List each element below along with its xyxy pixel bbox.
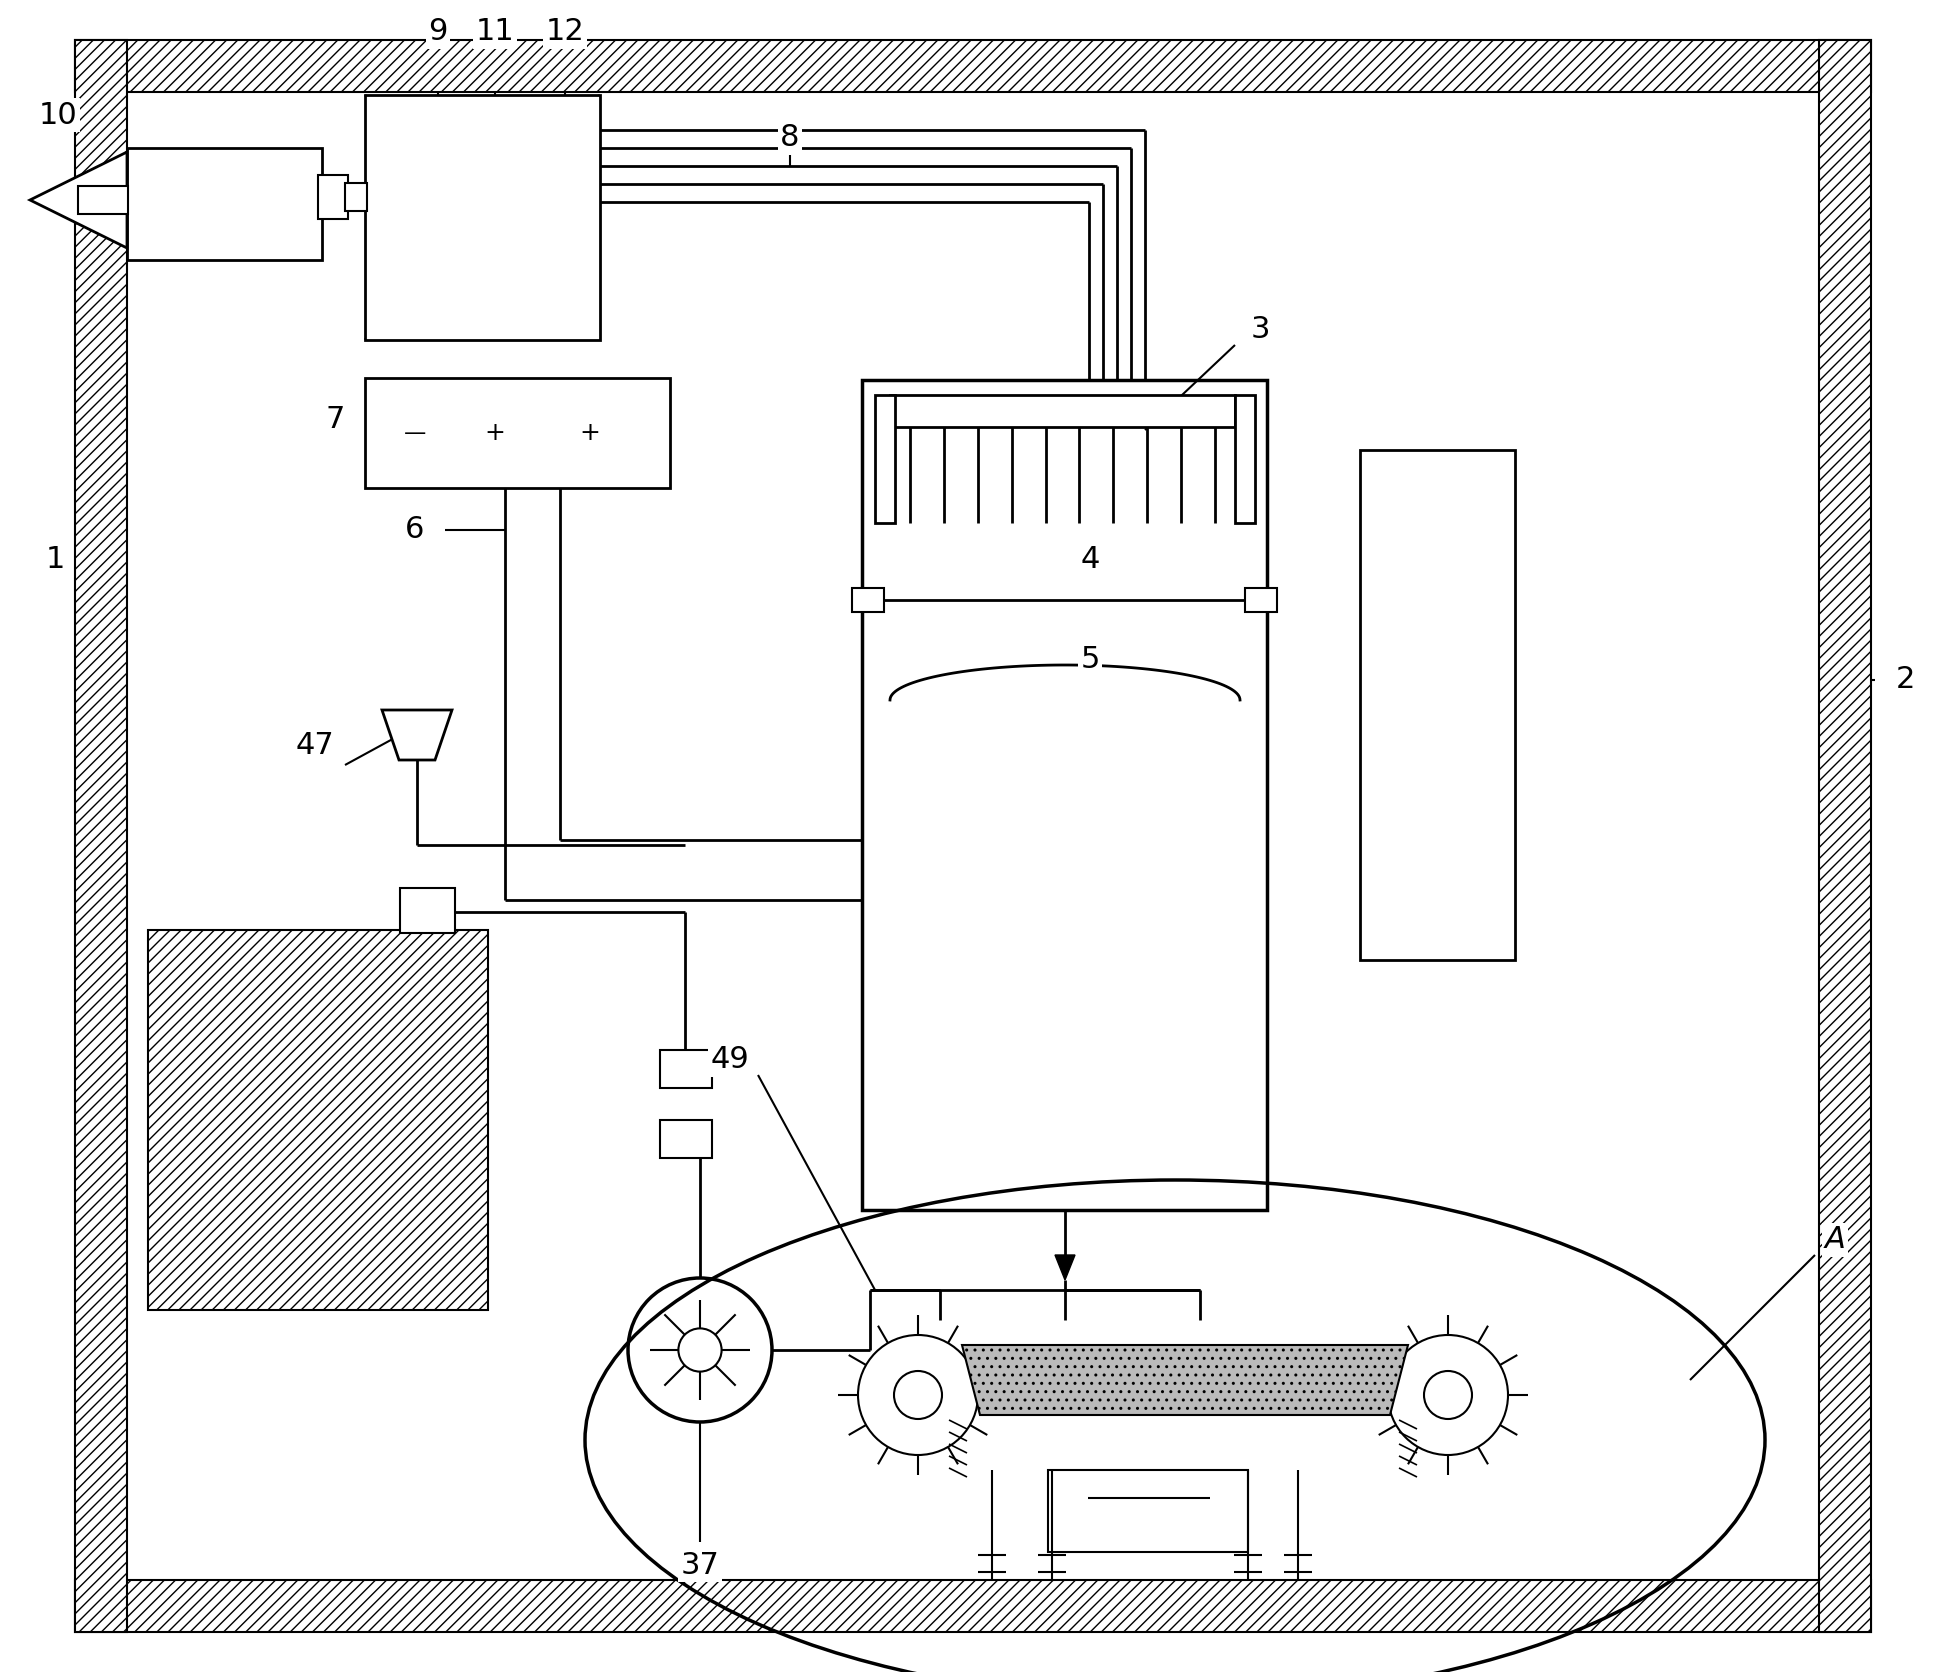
Circle shape: [1387, 1334, 1508, 1455]
Circle shape: [858, 1334, 979, 1455]
Bar: [1245, 589, 1277, 612]
Text: 49: 49: [710, 1045, 749, 1075]
Polygon shape: [29, 152, 126, 247]
Bar: [889, 395, 1236, 426]
Bar: [1236, 395, 1255, 523]
Bar: [344, 182, 368, 211]
Bar: [1820, 40, 1870, 1632]
Text: A: A: [1825, 1226, 1845, 1254]
Circle shape: [629, 1277, 773, 1421]
Text: —: —: [405, 423, 426, 443]
Polygon shape: [961, 1344, 1409, 1415]
Text: 6: 6: [405, 515, 424, 545]
Text: 4: 4: [1080, 545, 1099, 575]
Bar: [76, 1580, 1870, 1632]
Text: 47: 47: [296, 731, 335, 759]
Text: 8: 8: [780, 124, 800, 152]
Text: 2: 2: [1895, 665, 1915, 694]
Polygon shape: [1055, 1256, 1074, 1281]
Bar: [366, 95, 599, 339]
Bar: [148, 930, 488, 1309]
Polygon shape: [381, 711, 451, 761]
Bar: [76, 40, 126, 1632]
Bar: [660, 1050, 712, 1088]
Text: 10: 10: [39, 100, 78, 129]
Bar: [78, 186, 128, 214]
Text: 11: 11: [475, 17, 514, 47]
Bar: [401, 888, 455, 933]
Text: +: +: [580, 421, 601, 445]
Text: 7: 7: [325, 406, 344, 435]
Text: 37: 37: [681, 1550, 720, 1580]
Bar: [1049, 1470, 1247, 1552]
Circle shape: [893, 1371, 942, 1420]
Bar: [366, 378, 669, 488]
Bar: [876, 395, 895, 523]
Bar: [852, 589, 883, 612]
Text: 12: 12: [545, 17, 584, 47]
Circle shape: [679, 1328, 722, 1371]
Circle shape: [1424, 1371, 1471, 1420]
Bar: [1360, 450, 1516, 960]
Text: 1: 1: [45, 545, 64, 575]
Bar: [126, 92, 1820, 1580]
Text: 9: 9: [428, 17, 448, 47]
Bar: [126, 149, 321, 261]
Bar: [660, 1120, 712, 1159]
Text: +: +: [485, 421, 506, 445]
Bar: [317, 176, 348, 219]
Text: 5: 5: [1080, 645, 1099, 674]
Bar: [862, 380, 1267, 1211]
Bar: [76, 40, 1870, 92]
Text: 3: 3: [1249, 316, 1269, 344]
